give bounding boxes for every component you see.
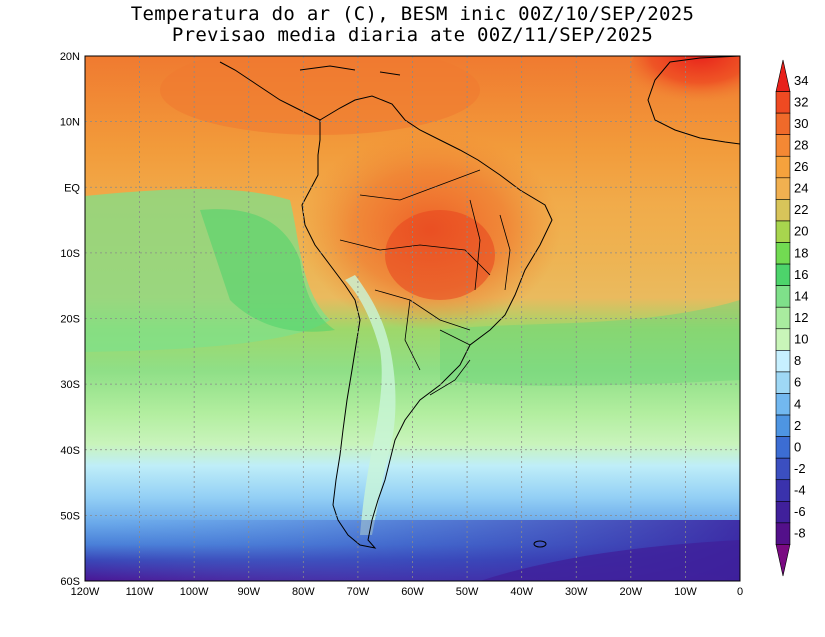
colorbar-label: 0 bbox=[794, 439, 801, 454]
colorbar-label: 22 bbox=[794, 202, 808, 217]
colorbar-swatch bbox=[775, 393, 791, 416]
lon-tick-label: 50W bbox=[456, 586, 479, 598]
lon-tick-label: 40W bbox=[510, 586, 533, 598]
lat-tick-label: 10S bbox=[60, 248, 80, 260]
lat-tick-label: 20N bbox=[60, 51, 80, 63]
lat-tick-label: 40S bbox=[60, 445, 80, 457]
colorbar-swatch bbox=[775, 177, 791, 200]
lat-axis: 20N 10N EQ 10S 20S 30S 40S 50S 60S bbox=[60, 51, 81, 588]
colorbar-label: -8 bbox=[794, 526, 806, 541]
lon-tick-label: 110W bbox=[126, 586, 155, 598]
colorbar-swatch bbox=[775, 479, 791, 502]
map-title-line1: Temperatura do ar (C), BESM inic 00Z/10/… bbox=[130, 3, 695, 25]
lat-tick-label: 30S bbox=[60, 379, 80, 391]
lat-tick-label: EQ bbox=[64, 182, 80, 194]
lon-tick-label: 100W bbox=[180, 586, 209, 598]
colorbar-label: 20 bbox=[794, 224, 808, 239]
colorbar-swatch bbox=[775, 91, 791, 114]
lat-tick-label: 10N bbox=[60, 117, 80, 129]
colorbar-swatch bbox=[775, 544, 791, 577]
colorbar-label: 4 bbox=[794, 396, 801, 411]
colorbar-swatch bbox=[775, 112, 791, 135]
colorbar-label: 8 bbox=[794, 353, 801, 368]
colorbar-label: 6 bbox=[794, 375, 801, 390]
lon-tick-label: 30W bbox=[565, 586, 588, 598]
lon-tick-label: 80W bbox=[292, 586, 315, 598]
temperature-field bbox=[85, 56, 740, 581]
colorbar-label: 30 bbox=[794, 116, 808, 131]
lat-tick-label: 60S bbox=[60, 576, 80, 588]
lon-tick-label: 0 bbox=[737, 586, 743, 598]
lat-tick-label: 20S bbox=[60, 314, 80, 326]
colorbar-label: 28 bbox=[794, 137, 808, 152]
colorbar-swatch bbox=[775, 371, 791, 394]
colorbar-label: 26 bbox=[794, 159, 808, 174]
colorbar-label: -4 bbox=[794, 483, 806, 498]
colorbar-swatch bbox=[775, 242, 791, 265]
lat-tick-label: 50S bbox=[60, 510, 80, 522]
lon-tick-label: 90W bbox=[237, 586, 260, 598]
colorbar-swatch bbox=[775, 457, 791, 481]
map-frame bbox=[84, 55, 741, 582]
colorbar-swatch bbox=[775, 414, 791, 437]
graticule bbox=[85, 56, 740, 581]
colorbar-swatch bbox=[775, 350, 791, 373]
colorbar-label: 34 bbox=[794, 73, 808, 88]
colorbar-swatch bbox=[775, 220, 791, 243]
colorbar-swatch bbox=[775, 59, 791, 92]
colorbar-swatch bbox=[775, 199, 791, 222]
colorbar-label: 18 bbox=[794, 245, 808, 260]
lon-tick-label: 10W bbox=[674, 586, 697, 598]
colorbar-label: 24 bbox=[794, 181, 808, 196]
colorbar-label: 12 bbox=[794, 310, 808, 325]
colorbar-swatch bbox=[775, 436, 791, 459]
colorbar-label: -6 bbox=[794, 504, 806, 519]
colorbar-label: 16 bbox=[794, 267, 808, 282]
colorbar-label: -2 bbox=[794, 461, 806, 476]
colorbar-swatch bbox=[775, 522, 791, 545]
lon-axis: 120W 110W 100W 90W 80W 70W 60W 50W 40W 30W 20W 10W 0 bbox=[71, 586, 743, 598]
colorbar-swatch bbox=[775, 328, 791, 351]
lon-tick-label: 20W bbox=[620, 586, 643, 598]
colorbar-swatch bbox=[775, 263, 791, 286]
lon-tick-label: 60W bbox=[401, 586, 424, 598]
lon-tick-label: 70W bbox=[347, 586, 370, 598]
colorbar-label: 10 bbox=[794, 332, 808, 347]
colorbar-label: 2 bbox=[794, 418, 801, 433]
colorbar-swatch bbox=[775, 501, 791, 524]
colorbar-swatch bbox=[775, 134, 791, 157]
colorbar-swatch bbox=[775, 306, 791, 330]
colorbar-label: 32 bbox=[794, 94, 808, 109]
lon-tick-label: 120W bbox=[71, 586, 100, 598]
coastlines bbox=[219, 56, 740, 549]
colorbar-label: 14 bbox=[794, 288, 808, 303]
colorbar-swatch bbox=[775, 155, 791, 179]
colorbar-swatch bbox=[775, 285, 791, 308]
map-title-line2: Previsao media diaria ate 00Z/11/SEP/202… bbox=[171, 24, 654, 46]
